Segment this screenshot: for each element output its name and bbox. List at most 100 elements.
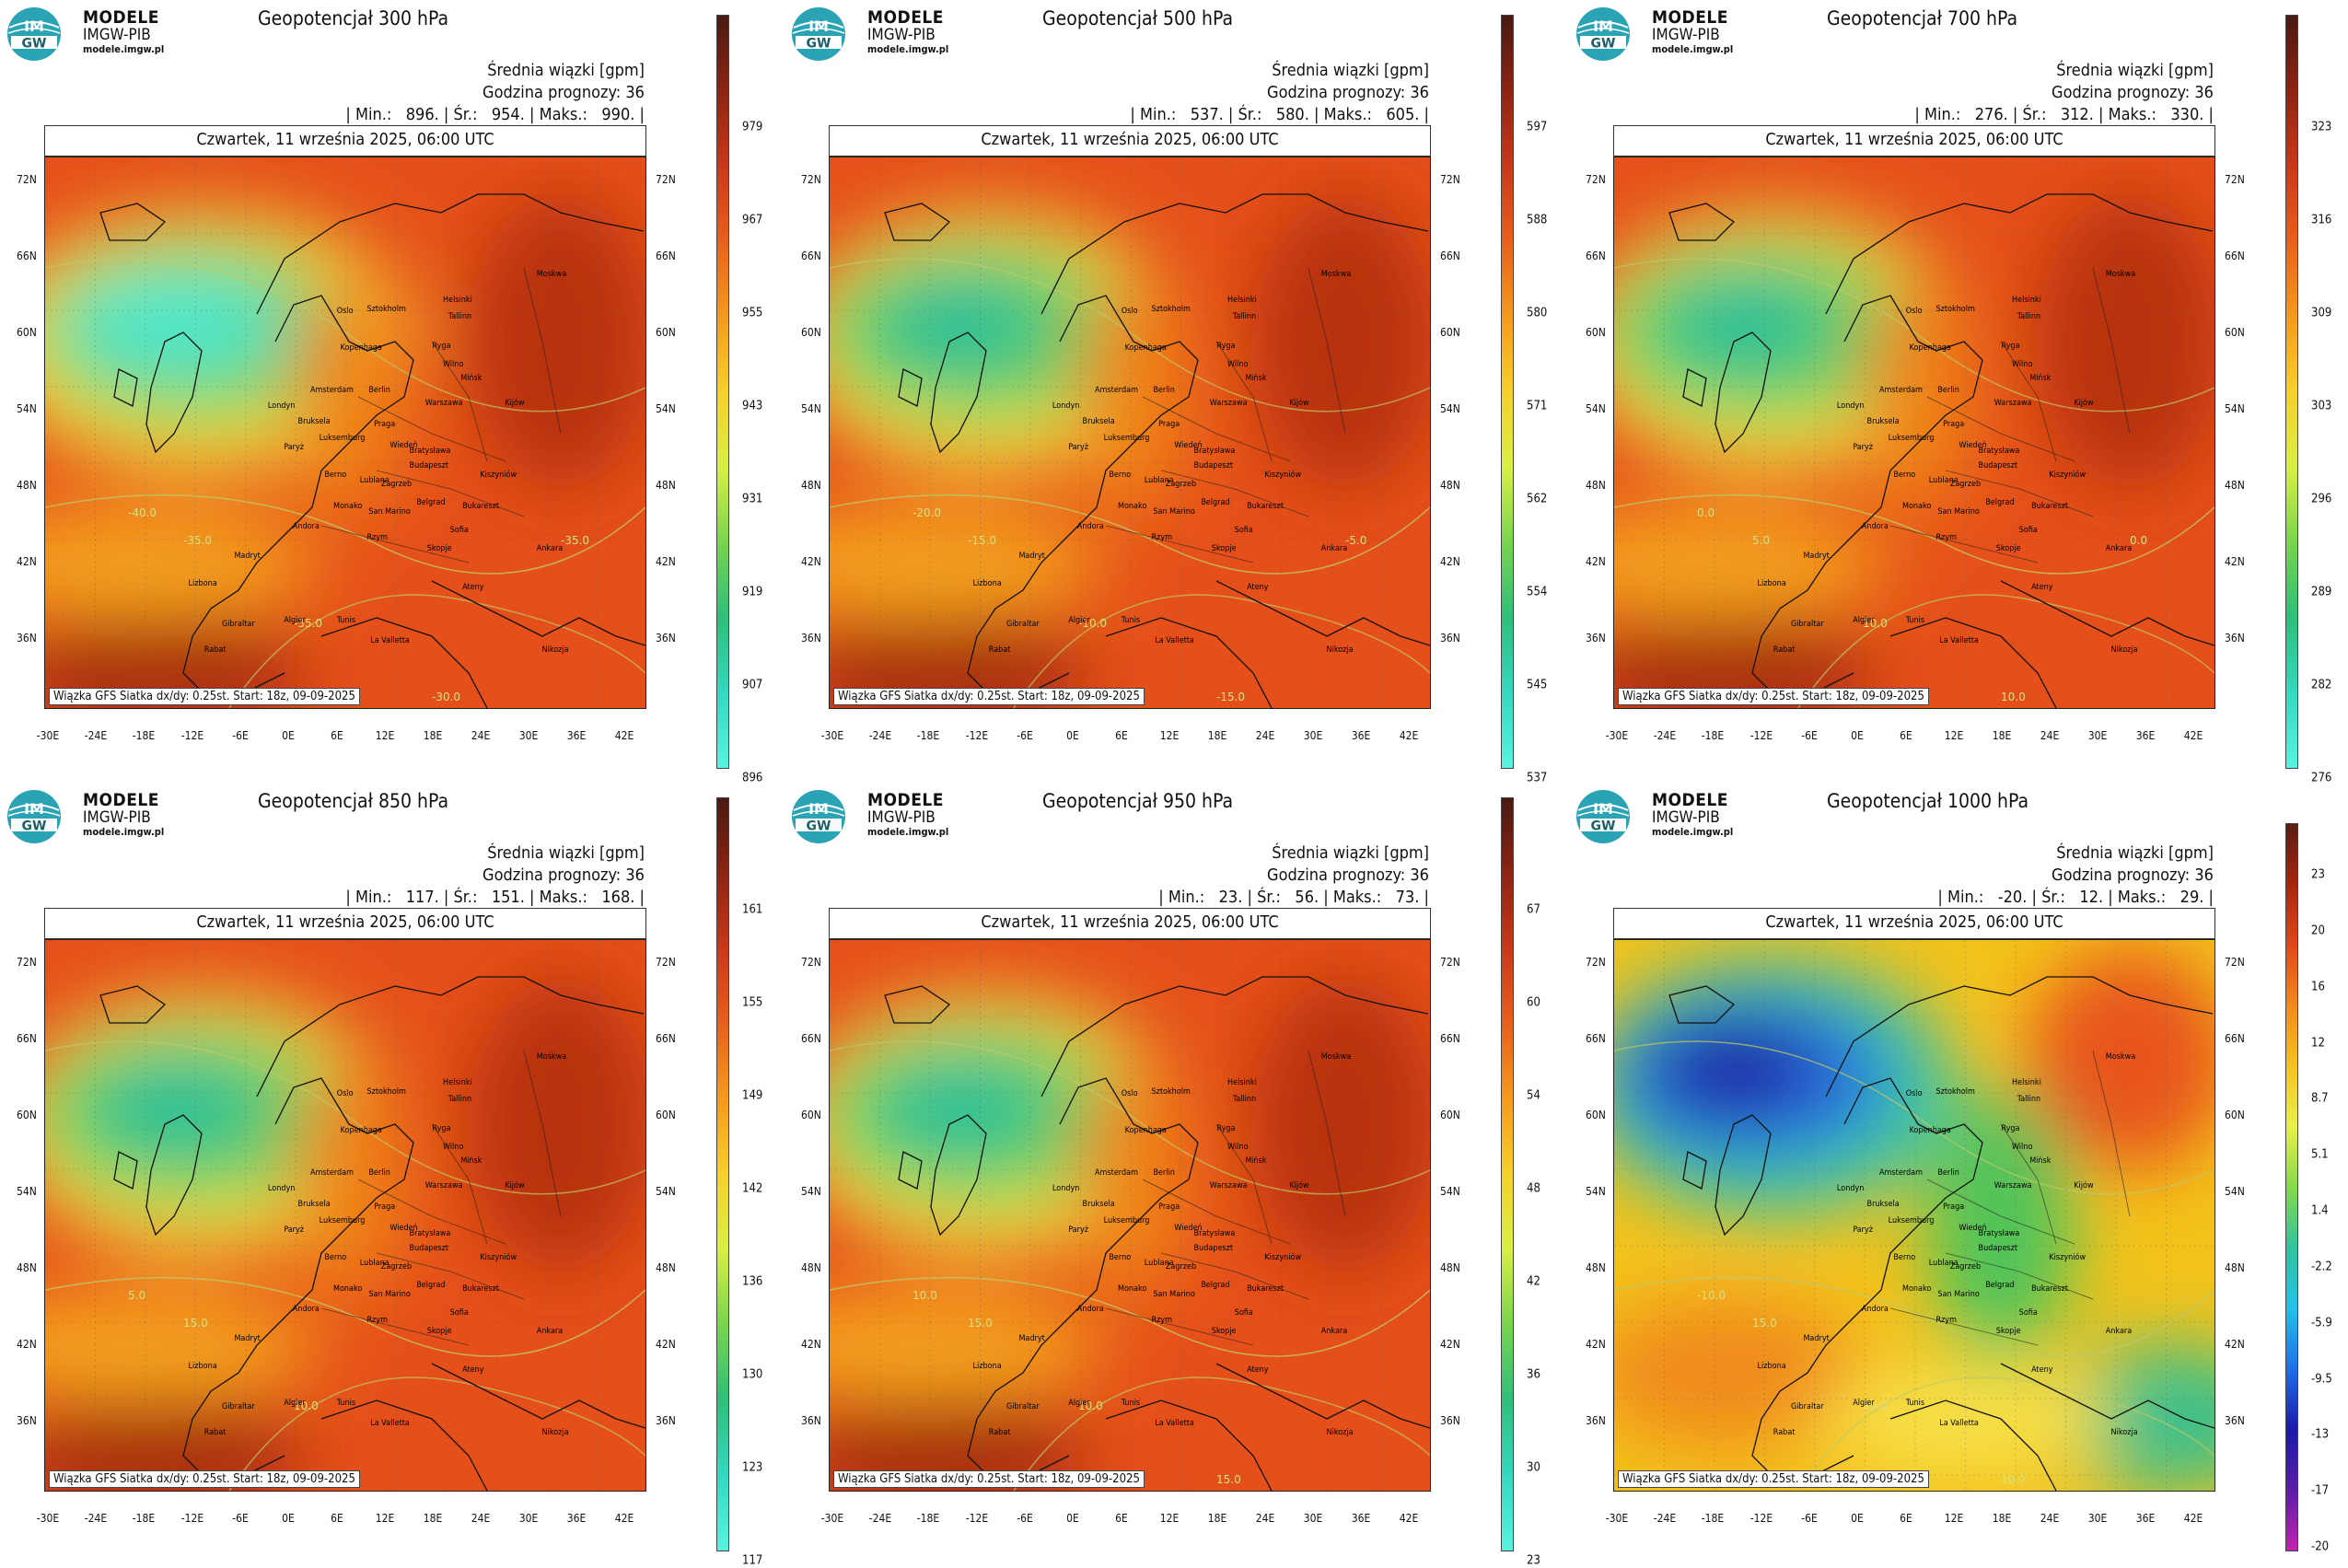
svg-text:GW: GW (807, 819, 831, 834)
city-label: Madryt (1803, 552, 1830, 561)
city-label: Amsterdam (310, 386, 354, 395)
latitude-tick-label: 60N (2225, 1109, 2245, 1121)
city-label: Paryż (1853, 1225, 1873, 1235)
city-label: Ateny (1247, 1365, 1269, 1375)
city-label: Kiszyniów (2049, 470, 2086, 480)
contour-label: 5.0 (128, 1289, 145, 1302)
imgw-logo-icon: IM GW (1576, 7, 1630, 61)
city-label: San Marino (1153, 507, 1195, 517)
city-label: Wilno (2012, 360, 2033, 369)
color-scale-tick: 1.4 (2311, 1203, 2329, 1218)
city-label: Kiszyniów (1264, 470, 1302, 480)
brand-org: IMGW-PIB (1652, 26, 1720, 44)
model-info-footer: Wiązka GFS Siatka dx/dy: 0.25st. Start: … (833, 1470, 1145, 1488)
map-area: -20.0 -15.0 -10.0 -15.0 -5.0 Wiązka GFS Siat… (829, 157, 1431, 709)
svg-text:GW: GW (807, 37, 831, 52)
city-label: Budapeszt (1193, 461, 1234, 470)
city-label: Praga (374, 1202, 396, 1212)
longitude-tick-label: -6E (1801, 1512, 1818, 1525)
contour-label: 20.0 (1863, 1400, 1888, 1412)
city-label: Tallinn (2017, 312, 2041, 321)
longitude-tick-label: 30E (2087, 729, 2108, 742)
height-field-map: -10.0 15.0 20.0 10.0 (1614, 940, 2214, 1491)
svg-text:GW: GW (22, 37, 47, 52)
longitude-tick-label: 6E (331, 1512, 343, 1525)
ensemble-mean-label: Średnia wiązki [gpm] (2056, 843, 2214, 863)
city-label: Praga (1158, 1202, 1180, 1212)
latitude-tick-label: 72N (1440, 173, 1460, 186)
city-label: La Valletta (1155, 636, 1194, 645)
city-label: Madryt (1018, 552, 1045, 561)
forecast-panel-4: IM GW MODELE IMGW-PIB modele.imgw.pl Geo… (0, 783, 773, 1568)
city-label: Lublana (1144, 476, 1174, 485)
city-label: Monako (1901, 502, 1932, 511)
latitude-tick-label: 60N (17, 1109, 37, 1121)
latitude-tick-label: 48N (1586, 1261, 1606, 1274)
latitude-tick-label: 48N (1440, 1261, 1460, 1274)
forecast-panel-1: IM GW MODELE IMGW-PIB modele.imgw.pl Geo… (0, 0, 773, 785)
city-label: Ryga (432, 342, 451, 351)
city-label: Kopenhaga (340, 1126, 382, 1135)
city-label: La Valletta (370, 1419, 410, 1428)
latitude-tick-label: 36N (1586, 632, 1606, 645)
city-label: Lublana (1928, 476, 1959, 485)
latitude-tick-label: 60N (656, 1109, 676, 1121)
contour-label: 10.0 (912, 1289, 937, 1302)
city-label: Ryga (432, 1124, 451, 1133)
city-label: Monako (332, 502, 363, 511)
city-label: Zagrzeb (1949, 1262, 1982, 1272)
city-label: Tunis (1905, 1399, 1925, 1408)
longitude-tick-label: -18E (1701, 1512, 1725, 1525)
longitude-tick-label: 36E (1351, 729, 1371, 742)
latitude-tick-label: 54N (2225, 402, 2245, 415)
latitude-tick-label: 54N (801, 1185, 821, 1198)
city-label: Bratysława (1193, 447, 1236, 456)
contour-label: 10.0 (1078, 1400, 1103, 1412)
city-label: Sofia (2018, 526, 2038, 535)
latitude-tick-label: 36N (1440, 632, 1460, 645)
longitude-tick-label: -24E (868, 1512, 892, 1525)
longitude-tick-label: 30E (1303, 1512, 1323, 1525)
color-scale-tick: 537 (1527, 771, 1548, 785)
longitude-tick-label: 30E (2087, 1512, 2108, 1525)
contour-label: 0.0 (1697, 506, 1715, 519)
color-scale-bar (2285, 823, 2298, 1551)
svg-text:IM: IM (808, 800, 829, 818)
city-label: Bratysława (409, 447, 451, 456)
city-label: Nikozja (2110, 1428, 2138, 1437)
longitude-tick-label: -6E (1017, 729, 1033, 742)
brand-site: modele.imgw.pl (867, 43, 949, 55)
longitude-tick-label: -6E (1801, 729, 1818, 742)
color-scale-tick: 36 (1527, 1367, 1540, 1382)
city-label: Mińsk (460, 1156, 482, 1166)
contour-label: 15.0 (1752, 1317, 1777, 1330)
city-label: Berno (1109, 1253, 1132, 1262)
contour-label: -35.0 (561, 534, 589, 547)
forecast-hour-label: Godzina prognozy: 36 (2052, 83, 2214, 102)
color-scale-tick: 588 (1527, 213, 1548, 227)
latitude-tick-label: 60N (17, 326, 37, 339)
city-label: Moskwa (536, 1052, 567, 1062)
latitude-tick-label: 60N (1440, 326, 1460, 339)
city-label: Paryż (284, 1225, 304, 1235)
panel-title: Geopotencjał 500 hPa (1042, 7, 1234, 29)
city-label: Belgrad (1985, 1281, 2015, 1290)
city-label: Lizbona (972, 579, 1002, 588)
city-label: Budapeszt (409, 1244, 449, 1253)
city-label: Bratysława (409, 1229, 451, 1238)
brand-org: IMGW-PIB (83, 808, 151, 827)
longitude-tick-label: 12E (1159, 1512, 1180, 1525)
city-label: Sofia (1234, 526, 1253, 535)
latitude-tick-label: 36N (1440, 1414, 1460, 1427)
longitude-tick-label: 42E (614, 729, 634, 742)
color-scale-tick: 20 (2311, 923, 2325, 938)
color-scale-tick: 161 (742, 902, 763, 917)
city-label: Ateny (2031, 1365, 2053, 1375)
longitude-tick-label: 42E (1399, 1512, 1419, 1525)
longitude-tick-label: 36E (2135, 1512, 2156, 1525)
city-label: Berlin (1937, 386, 1959, 395)
city-label: Rzym (1151, 533, 1172, 542)
brand-name: MODELE (83, 790, 159, 810)
city-label: Londyn (267, 401, 296, 411)
longitude-tick-label: 30E (1303, 729, 1323, 742)
